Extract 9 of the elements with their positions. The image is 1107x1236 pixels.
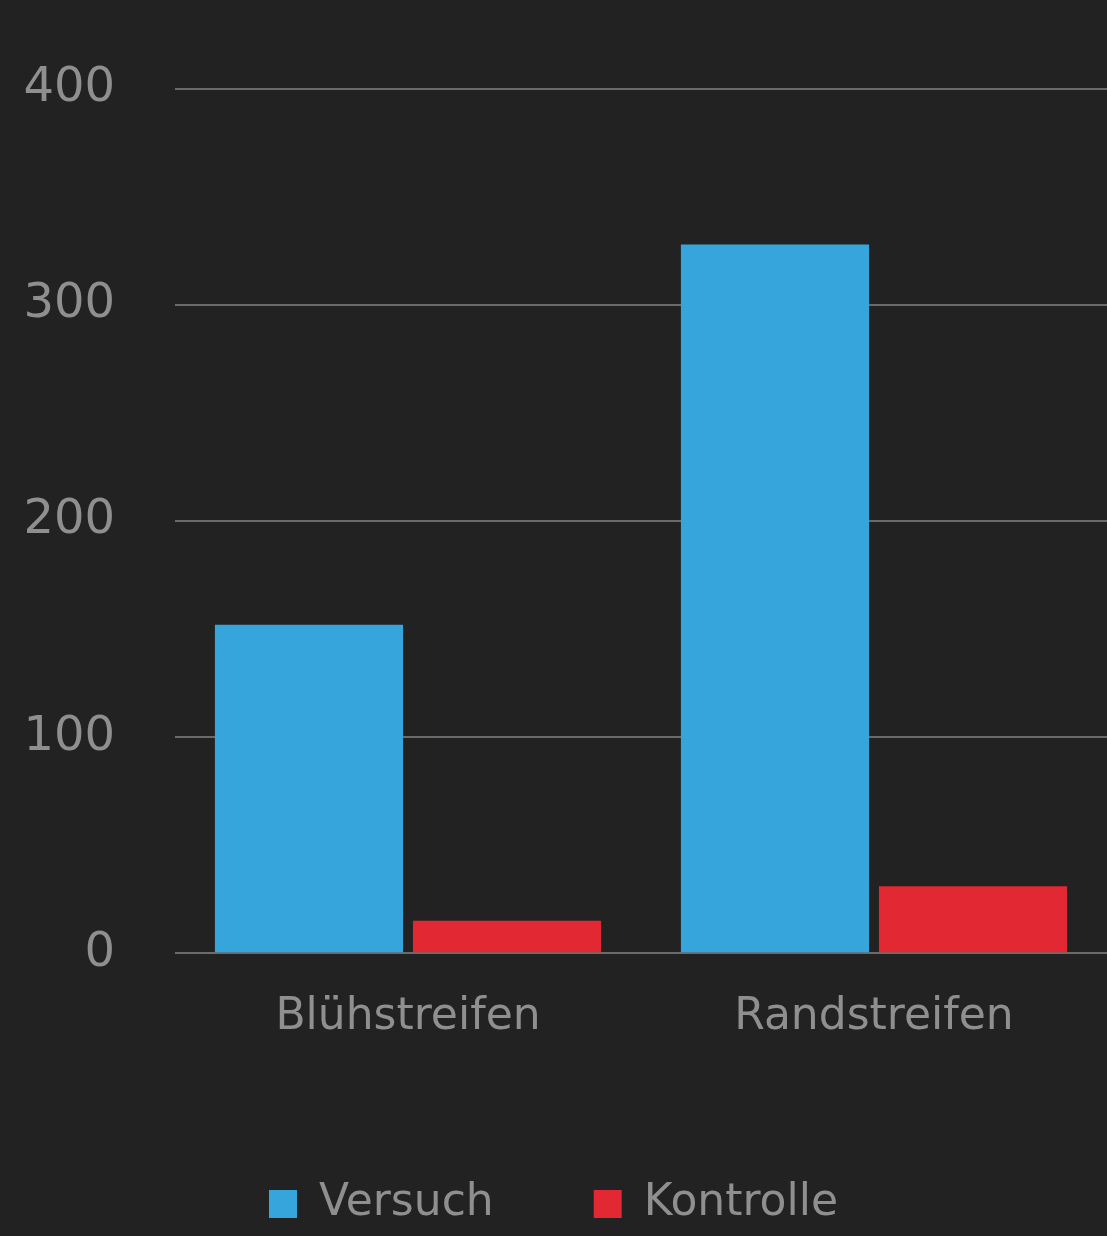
y-tick-label: 300	[23, 272, 115, 329]
y-tick-label: 200	[23, 488, 115, 545]
y-tick-label: 0	[84, 920, 115, 977]
y-tick-label: 100	[23, 704, 115, 761]
y-tick-label: 400	[23, 56, 115, 113]
x-tick-label: Randstreifen	[734, 988, 1014, 1040]
x-tick-label: Blühstreifen	[275, 988, 541, 1040]
legend-label: Kontrolle	[643, 1174, 839, 1226]
legend-label: Versuch	[318, 1174, 494, 1226]
